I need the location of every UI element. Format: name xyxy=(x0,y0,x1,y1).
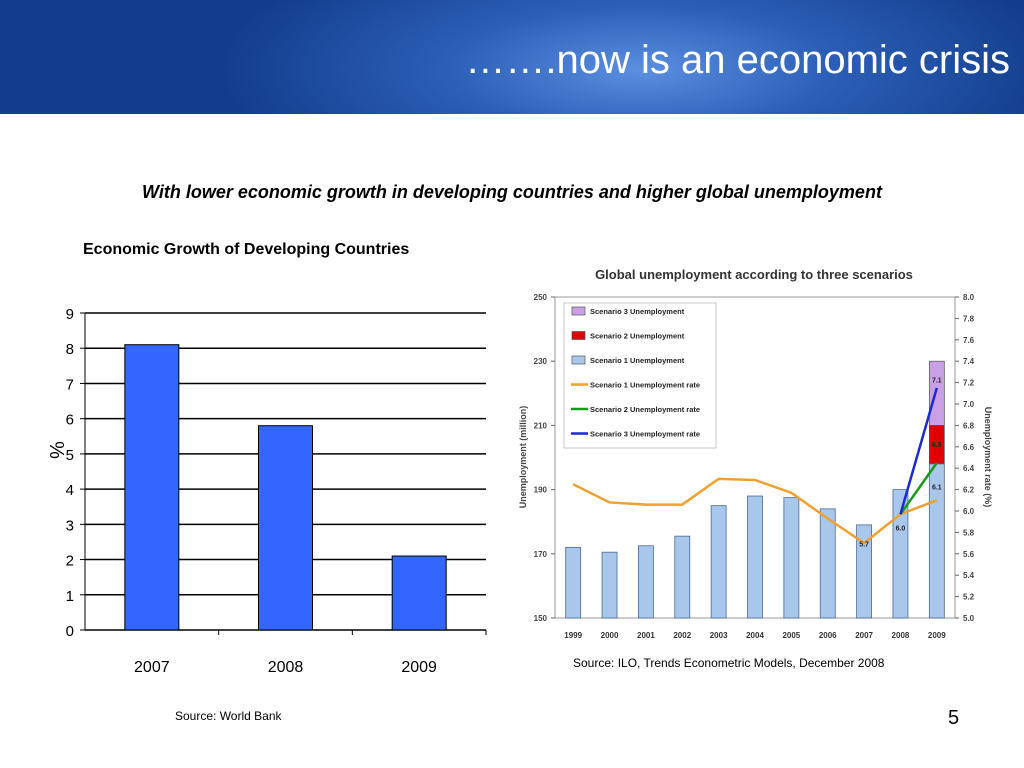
slide-subtitle: With lower economic growth in developing… xyxy=(142,182,882,202)
y-tick-label: 8 xyxy=(66,341,74,358)
bar-scenario3 xyxy=(928,360,945,426)
x-tick-label: 2006 xyxy=(819,631,837,640)
y-tick-label: 2 xyxy=(66,553,74,570)
bar-scenario1 xyxy=(674,535,691,619)
x-tick-label: 2007 xyxy=(855,631,873,640)
x-tick-label: 1999 xyxy=(564,631,582,640)
y-tick-label: 5 xyxy=(66,447,74,464)
y2-tick-label: 5.4 xyxy=(963,571,975,580)
legend-swatch xyxy=(571,355,586,365)
unemployment-chart-title: Global unemployment according to three s… xyxy=(595,267,913,282)
bar-scenario1 xyxy=(565,546,582,619)
x-tick-label: 2001 xyxy=(637,631,655,640)
y2-tick-label: 6.0 xyxy=(963,507,975,516)
data-label: 6.0 xyxy=(896,525,906,532)
source-ilo: Source: ILO, Trends Econometric Models, … xyxy=(573,656,885,670)
source-world-bank: Source: World Bank xyxy=(175,709,282,723)
bar-scenario1 xyxy=(747,495,763,619)
bar-scenario1 xyxy=(856,524,872,619)
y-axis-label: % xyxy=(45,441,67,459)
bar xyxy=(258,425,313,631)
y2-tick-label: 5.2 xyxy=(963,593,975,602)
x-tick-label: 2008 xyxy=(268,659,304,676)
header-banner: …….now is an economic crisis xyxy=(0,0,1024,114)
bar-scenario1 xyxy=(710,505,727,619)
y2-tick-label: 6.8 xyxy=(963,421,975,430)
legend-swatch xyxy=(571,331,586,340)
bar-scenario1 xyxy=(783,497,800,619)
bar-scenario1 xyxy=(819,508,836,619)
legend-label: Scenario 3 Unemployment xyxy=(590,307,685,316)
legend: Scenario 3 Unemployment Scenario 2 Unempl… xyxy=(563,302,717,449)
bar-scenario1 xyxy=(601,551,618,619)
legend-swatch xyxy=(571,306,586,316)
y-tick-label: 170 xyxy=(534,550,548,559)
y2-tick-label: 7.4 xyxy=(963,357,975,366)
rate-line-scenario2 xyxy=(899,462,938,515)
y2-tick-label: 5.8 xyxy=(963,528,975,537)
growth-chart-title: Economic Growth of Developing Countries xyxy=(83,241,410,258)
y2-axis-label: Unemployment rate (%) xyxy=(983,407,993,508)
data-label: 6.5 xyxy=(932,442,942,449)
y-axis-label: Unemployment (million) xyxy=(518,406,528,509)
x-tick-label: 2004 xyxy=(746,631,764,640)
data-label: 5.7 xyxy=(859,541,869,548)
legend-label: Scenario 2 Unemployment rate xyxy=(590,405,700,414)
y-tick-label: 150 xyxy=(534,614,548,623)
bar-scenario1 xyxy=(638,545,654,619)
x-tick-label: 2000 xyxy=(601,631,619,640)
y2-tick-label: 6.4 xyxy=(963,464,975,473)
y2-tick-label: 8.0 xyxy=(963,293,975,302)
y2-tick-label: 6.2 xyxy=(963,486,975,495)
y-tick-label: 1 xyxy=(66,588,74,605)
y-tick-label: 190 xyxy=(534,486,548,495)
y2-tick-label: 5.6 xyxy=(963,550,975,559)
x-tick-label: 2007 xyxy=(134,659,170,676)
y-tick-label: 210 xyxy=(534,421,548,430)
y2-tick-label: 7.2 xyxy=(963,379,975,388)
legend-label: Scenario 1 Unemployment rate xyxy=(590,381,700,390)
rate-line-scenario3 xyxy=(899,387,939,515)
bar xyxy=(124,344,180,631)
bar xyxy=(391,555,447,631)
x-tick-label: 2002 xyxy=(673,631,691,640)
y-tick-label: 250 xyxy=(534,293,548,302)
page-number: 5 xyxy=(948,707,960,729)
y-tick-label: 6 xyxy=(66,412,74,429)
data-label: 6.1 xyxy=(932,485,942,492)
y-tick-label: 0 xyxy=(66,623,74,640)
x-tick-label: 2009 xyxy=(928,631,946,640)
legend-label: Scenario 3 Unemployment rate xyxy=(590,430,700,439)
slide-title: …….now is an economic crisis xyxy=(465,38,1010,82)
y-tick-label: 3 xyxy=(66,517,74,534)
y-tick-label: 7 xyxy=(66,376,74,393)
y2-tick-label: 5.0 xyxy=(963,614,975,623)
x-tick-label: 2008 xyxy=(892,631,910,640)
y-tick-label: 4 xyxy=(66,482,74,499)
x-tick-label: 2009 xyxy=(401,659,437,676)
y2-tick-label: 7.6 xyxy=(963,336,975,345)
y2-tick-label: 7.8 xyxy=(963,314,975,323)
x-tick-label: 2003 xyxy=(710,631,728,640)
legend-label: Scenario 1 Unemployment xyxy=(590,356,685,365)
y2-tick-label: 6.6 xyxy=(963,443,975,452)
y-tick-label: 9 xyxy=(66,306,74,323)
rate-line-scenario1 xyxy=(572,477,938,545)
bar-scenario1 xyxy=(892,489,909,619)
y-tick-label: 230 xyxy=(534,357,548,366)
x-tick-label: 2005 xyxy=(782,631,800,640)
y2-tick-label: 7.0 xyxy=(963,400,975,409)
legend-label: Scenario 2 Unemployment xyxy=(590,332,685,341)
data-label: 7.1 xyxy=(932,378,942,385)
legend-box xyxy=(563,302,717,449)
